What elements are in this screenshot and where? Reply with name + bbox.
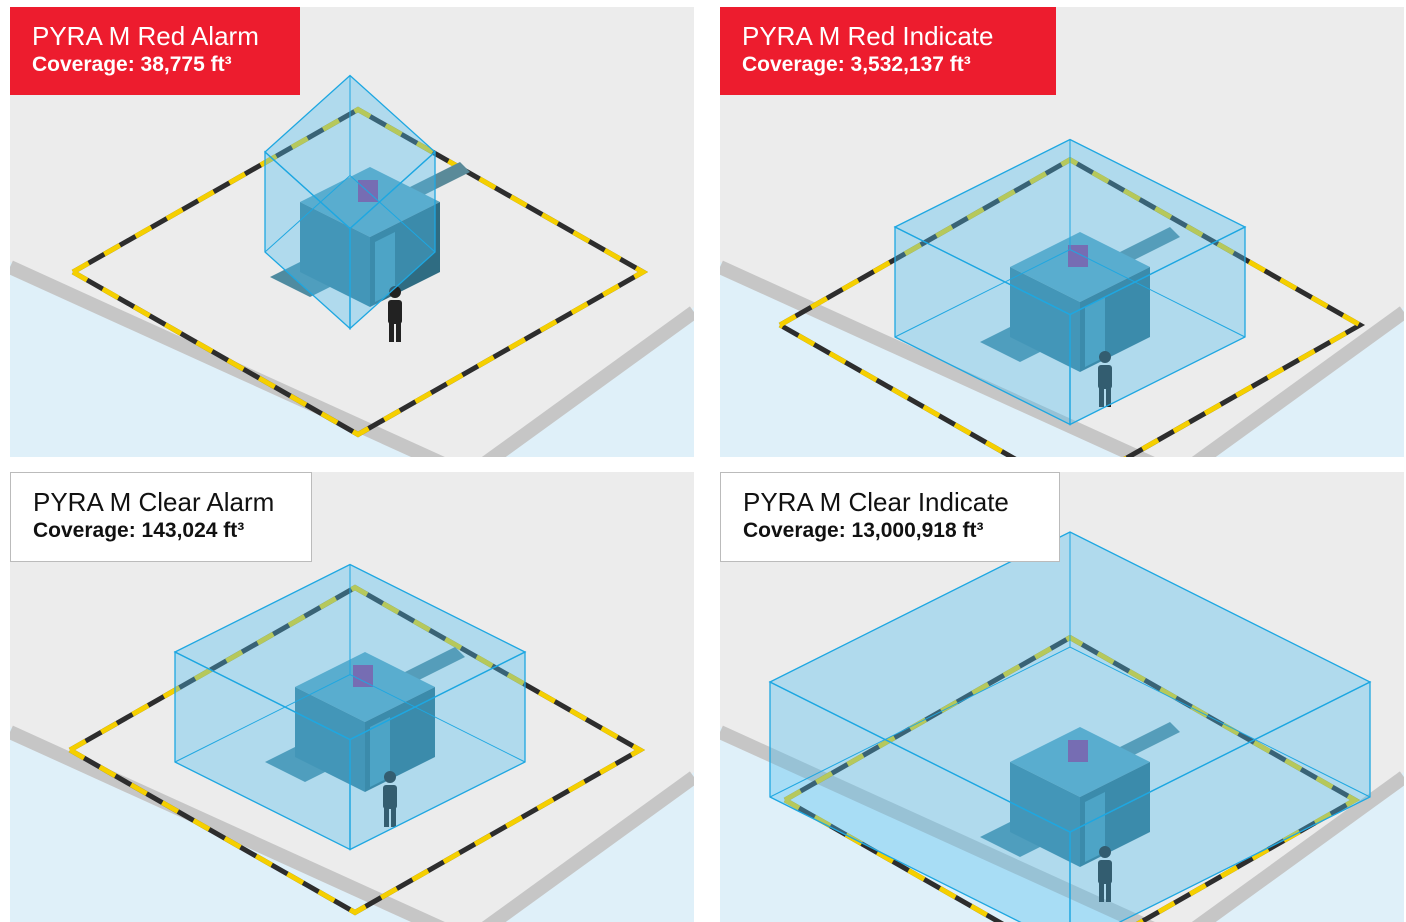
floor-edge <box>10 260 445 457</box>
coverage-text: Coverage: 143,024 ft³ <box>33 519 245 542</box>
coverage-text: Coverage: 38,775 ft³ <box>32 53 232 76</box>
panel-title: PYRA M Red Indicate <box>742 21 994 51</box>
coverage-volume <box>349 650 526 851</box>
person <box>1098 351 1112 407</box>
machine-side <box>300 202 370 307</box>
coverage-volume <box>349 150 436 330</box>
floor-edge <box>720 260 1155 457</box>
cabinet <box>370 717 390 787</box>
coverage-panel: PYRA M Red Indicate Coverage: 3,532,137 f… <box>720 7 1404 457</box>
sensor <box>1068 740 1088 762</box>
machine-side <box>1010 762 1080 867</box>
coverage-panel: PYRA M Red Alarm Coverage: 38,775 ft³ <box>10 7 694 457</box>
panel-label: PYRA M Clear Indicate Coverage: 13,000,91… <box>720 472 1060 562</box>
panel-title: PYRA M Red Alarm <box>32 21 259 51</box>
zone-line <box>68 584 646 916</box>
person <box>383 771 397 827</box>
panel-title: PYRA M Clear Alarm <box>33 487 275 517</box>
panel-label: PYRA M Red Indicate Coverage: 3,532,137 f… <box>720 7 1056 95</box>
cabinet <box>1085 792 1105 862</box>
machine <box>265 647 465 827</box>
coverage-volume <box>1069 225 1246 426</box>
machine <box>270 162 470 342</box>
coverage-text: Coverage: 13,000,918 ft³ <box>743 519 984 542</box>
zone-line <box>778 156 1366 457</box>
panel-label: PYRA M Red Alarm Coverage: 38,775 ft³ <box>10 7 300 95</box>
zone-line <box>71 106 649 438</box>
sensor <box>353 665 373 687</box>
floor-edge <box>720 725 1155 922</box>
zone-line <box>783 634 1361 922</box>
panel-label: PYRA M Clear Alarm Coverage: 143,024 ft³ <box>10 472 312 562</box>
person <box>388 286 402 342</box>
scene <box>720 531 1404 922</box>
coverage-panel: PYRA M Clear Alarm Coverage: 143,024 ft³ <box>10 472 694 922</box>
floor-edge <box>481 306 694 457</box>
floor-edge <box>481 771 694 922</box>
machine-side <box>295 687 365 792</box>
machine <box>980 722 1180 902</box>
floor-edge <box>1191 306 1404 457</box>
scene <box>10 74 694 457</box>
coverage-volume <box>1069 680 1371 922</box>
cabinet <box>375 232 395 302</box>
coverage-panel: PYRA M Clear Indicate Coverage: 13,000,91… <box>720 472 1404 922</box>
scene <box>720 138 1404 457</box>
scene <box>10 563 694 922</box>
panel-title: PYRA M Clear Indicate <box>743 487 1009 517</box>
cabinet <box>1085 297 1105 367</box>
person <box>1098 846 1112 902</box>
floor-edge <box>1191 771 1404 922</box>
coverage-text: Coverage: 3,532,137 ft³ <box>742 53 971 76</box>
